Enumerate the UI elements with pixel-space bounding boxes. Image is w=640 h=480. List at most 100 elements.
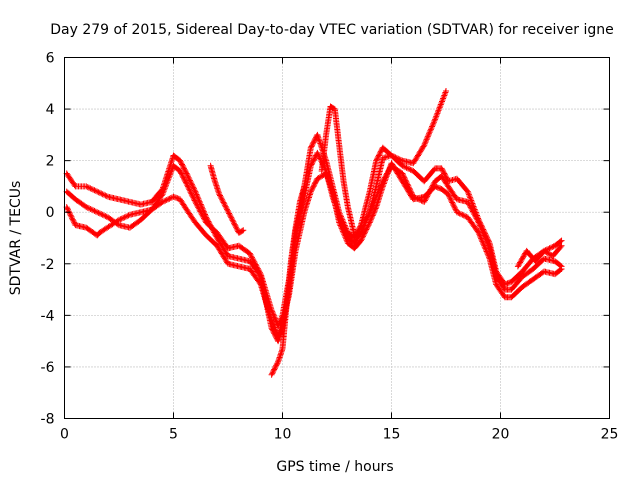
data-point	[558, 237, 565, 244]
data-point-run	[94, 188, 110, 200]
data-point-run	[358, 220, 372, 244]
data-point-run	[329, 188, 342, 224]
y-tick-label: 2	[46, 154, 55, 170]
data-point-run	[388, 160, 405, 183]
data-point-run	[519, 277, 535, 290]
x-tick-label: 25	[601, 427, 619, 443]
data-point-run	[246, 250, 263, 276]
data-point-run	[549, 243, 564, 259]
chart-title: Day 279 of 2015, Sidereal Day-to-day VTE…	[50, 22, 613, 38]
data-point	[558, 242, 565, 249]
grid	[64, 57, 610, 419]
data-point-run	[327, 103, 337, 112]
data-point-run	[214, 235, 231, 258]
data-point-run	[275, 347, 285, 365]
data-point-run	[96, 217, 121, 236]
series-track-6	[318, 88, 449, 239]
data-point-run	[358, 190, 373, 229]
data-point-run	[453, 175, 470, 194]
data-point-run	[475, 219, 492, 250]
data-point-run	[432, 89, 449, 123]
data-point-run	[126, 217, 143, 231]
data-point	[301, 183, 308, 190]
data-point-run	[177, 168, 189, 186]
data-point-run	[438, 165, 451, 183]
data-point-run	[336, 219, 351, 245]
data-point-run	[116, 196, 132, 205]
data-point-run	[373, 146, 386, 164]
data-point-run	[63, 170, 78, 189]
data-point-run	[464, 198, 481, 225]
data-point-run	[318, 133, 329, 174]
data-point-run	[301, 190, 314, 216]
data-point-run	[552, 266, 564, 278]
y-tick-label: -8	[41, 412, 55, 428]
data-point-run	[508, 274, 525, 293]
y-tick-label: -4	[41, 308, 55, 324]
data-point-run	[351, 230, 363, 239]
data-point-run	[514, 249, 529, 270]
data-point-run	[421, 117, 438, 149]
series-track-3	[63, 160, 565, 339]
series-track-4	[207, 162, 247, 236]
data-point-run	[257, 281, 275, 322]
data-point-run	[235, 242, 252, 256]
data-point-run	[183, 206, 198, 225]
data-point-run	[344, 204, 358, 237]
data-point-run	[323, 170, 336, 194]
data-point-run	[183, 170, 198, 194]
data-point-run	[508, 285, 525, 301]
axis-ticks: 0 5 10 15 20 25 -8 -6 -4 -2 0 2 4 6	[41, 51, 619, 443]
x-tick-label: 20	[492, 427, 510, 443]
data-point-run	[214, 229, 231, 250]
data-point-run	[421, 166, 438, 185]
data-point-run	[159, 164, 176, 198]
x-tick-label: 0	[60, 427, 69, 443]
data-point-run	[192, 198, 209, 225]
data-point-run	[257, 271, 275, 312]
data-point-run	[373, 156, 386, 190]
data-points	[63, 88, 565, 378]
data-point-run	[445, 183, 459, 201]
data-point-run	[148, 187, 165, 205]
data-point-run	[438, 186, 451, 197]
data-point-run	[307, 177, 320, 195]
y-tick-label: -2	[41, 257, 55, 273]
plot-frame	[64, 57, 610, 419]
y-tick-label: -6	[41, 360, 55, 376]
y-tick-label: 4	[46, 102, 55, 118]
data-point-run	[410, 168, 427, 184]
data-point-run	[486, 240, 499, 273]
data-point-run	[170, 152, 182, 163]
data-point-run	[464, 214, 481, 235]
data-point-run	[340, 178, 351, 209]
data-point-run	[207, 162, 218, 183]
data-point-run	[399, 178, 416, 201]
data-point-run	[399, 162, 415, 174]
data-point-run	[438, 173, 451, 189]
series-track-5	[268, 183, 308, 378]
data-point-run	[366, 205, 379, 226]
data-point-run	[519, 256, 536, 275]
y-tick-label: 0	[46, 205, 55, 221]
x-axis-label: GPS time / hours	[276, 459, 393, 475]
data-point-run	[519, 266, 535, 280]
data-point-run	[421, 184, 437, 200]
data-point	[240, 227, 247, 234]
data-point-run	[192, 219, 209, 238]
data-point-run	[94, 209, 110, 220]
data-point-run	[288, 226, 299, 262]
data-point-run	[445, 191, 460, 214]
data-point-run	[170, 162, 182, 174]
data-point-run	[203, 232, 219, 248]
data-point-run	[388, 152, 404, 163]
series-track-7	[514, 242, 565, 270]
data-point-run	[126, 198, 143, 208]
data-point-run	[283, 257, 295, 306]
data-point-run	[235, 227, 246, 236]
data-point-run	[410, 143, 427, 167]
data-point-run	[453, 209, 470, 220]
x-tick-label: 15	[383, 427, 401, 443]
data-point-run	[493, 281, 507, 299]
